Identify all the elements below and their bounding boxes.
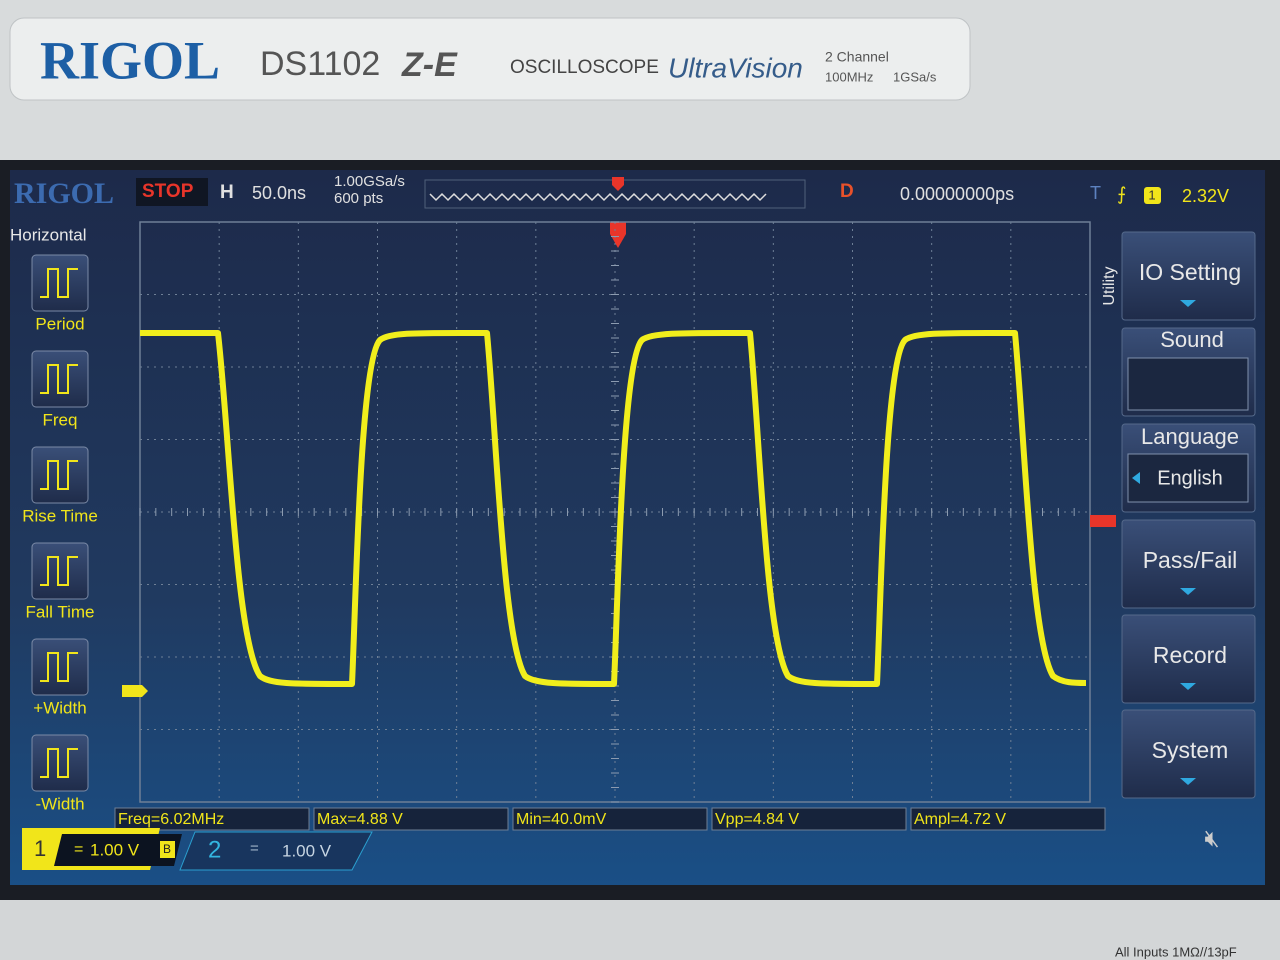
mute-icon[interactable]: 🔇︎ [1204, 825, 1219, 852]
menu-value-box [1127, 357, 1249, 411]
menu-arrow [1132, 472, 1140, 484]
measure-label[interactable]: Freq [43, 410, 78, 429]
ch1-coupling: = [74, 841, 83, 858]
measure-label[interactable]: +Width [33, 698, 86, 717]
memory-depth: 600 pts [334, 190, 383, 207]
menu-label: Record [1153, 642, 1227, 668]
left-menu: Period Freq Rise Time Fall Time +Width -Width [22, 254, 98, 813]
display [10, 170, 1265, 885]
ch1-scale[interactable]: 1.00 V [90, 840, 140, 859]
timebase[interactable]: 50.0ns [252, 183, 306, 203]
screen-logo: RIGOL [14, 177, 114, 210]
menu-label: Sound [1160, 327, 1224, 352]
delay-label: D [840, 181, 854, 202]
ch1-bw-box [160, 841, 175, 858]
ch1-number: 1 [34, 836, 46, 861]
measurement-value: Vpp=4.84 V [715, 811, 799, 828]
ch1-scale-box [54, 834, 182, 866]
delay[interactable]: 0.00000000ps [900, 184, 1014, 204]
measurement-box [512, 807, 708, 831]
ch2-number: 2 [208, 836, 221, 863]
trigger-marker [610, 222, 626, 248]
measure-button[interactable] [31, 638, 89, 696]
model-suffix: Z-E [401, 46, 458, 84]
memory-wave [429, 192, 767, 202]
measure-button[interactable] [31, 542, 89, 600]
product: OSCILLOSCOPE [510, 57, 659, 78]
menu-arrow [1180, 588, 1196, 595]
ch2-tab[interactable] [179, 831, 373, 871]
menu-button[interactable] [1121, 231, 1256, 321]
channels: 2 Channel [825, 49, 889, 65]
trigger-source: 1 [1148, 187, 1155, 202]
menu-label: Pass/Fail [1143, 547, 1238, 573]
trigger-position [612, 177, 624, 191]
measurement-value: Max=4.88 V [317, 811, 403, 828]
measure-label[interactable]: Period [35, 314, 84, 333]
right-menu-title: Utility [1101, 266, 1118, 305]
state-box [136, 178, 208, 206]
menu-value[interactable]: English [1157, 467, 1223, 489]
label-plate [9, 17, 971, 101]
graticule [139, 221, 1091, 803]
sample-rate: 1GSa/s [893, 69, 937, 84]
bezel-bottom [0, 900, 1280, 960]
measurement-box [114, 807, 310, 831]
ch2-coupling: = [250, 840, 259, 857]
measure-label[interactable]: Rise Time [22, 506, 98, 525]
sample-rate: 1.00GSa/s [334, 173, 405, 190]
trigger-edge: ⨍ [1117, 184, 1126, 204]
inputs-note: All Inputs 1MΩ//13pF [1115, 944, 1237, 959]
measure-button[interactable] [31, 350, 89, 408]
right-menu: IO Setting Sound Language English Pass/Fail R… [1121, 231, 1256, 799]
measurement-value: Ampl=4.72 V [914, 811, 1006, 828]
trigger-label: T [1090, 183, 1101, 203]
brand: RIGOL [40, 30, 220, 90]
measurement-box [910, 807, 1106, 831]
measure-icon [40, 556, 78, 586]
measure-button[interactable] [31, 446, 89, 504]
trigger-level-marker [1090, 515, 1116, 527]
ch2-scale[interactable]: 1.00 V [282, 841, 332, 860]
measure-icon [40, 268, 78, 298]
trigger-level[interactable]: 2.32V [1182, 186, 1229, 206]
measurement-value: Min=40.0mV [516, 811, 607, 828]
measurement-value: Freq=6.02MHz [118, 811, 224, 828]
menu-label: IO Setting [1139, 259, 1241, 285]
bandwidth: 100MHz [825, 69, 873, 84]
ch1-ground-marker [122, 685, 148, 697]
menu-arrow [1180, 778, 1196, 785]
measurement-box [711, 807, 907, 831]
measure-icon [40, 460, 78, 490]
trigger-source-box [1144, 187, 1161, 204]
measure-button[interactable] [31, 254, 89, 312]
measure-icon [40, 748, 78, 778]
measure-label[interactable]: -Width [35, 794, 84, 813]
measurement-box [313, 807, 509, 831]
menu-button[interactable] [1121, 614, 1256, 704]
ch1-waveform [140, 329, 1087, 687]
horizontal-label: H [220, 182, 234, 203]
menu-button[interactable] [1121, 709, 1256, 799]
left-menu-title: Horizontal [10, 225, 87, 244]
ch1-bw-flag: B [163, 842, 171, 856]
menu-value-box [1127, 453, 1249, 503]
menu-label: System [1152, 737, 1229, 763]
menu-arrow [1180, 683, 1196, 690]
menu-arrow [1180, 300, 1196, 307]
measurements: Freq=6.02MHz Max=4.88 V Min=40.0mV Vpp=4.84… [114, 807, 1106, 831]
run-state[interactable]: STOP [142, 181, 194, 202]
measure-icon [40, 652, 78, 682]
menu-label: Language [1141, 424, 1239, 449]
menu-button[interactable] [1121, 519, 1256, 609]
model: DS1102 [260, 45, 380, 83]
measure-icon [40, 364, 78, 394]
measure-button[interactable] [31, 734, 89, 792]
measure-label[interactable]: Fall Time [26, 602, 95, 621]
series: UltraVision [668, 52, 803, 83]
